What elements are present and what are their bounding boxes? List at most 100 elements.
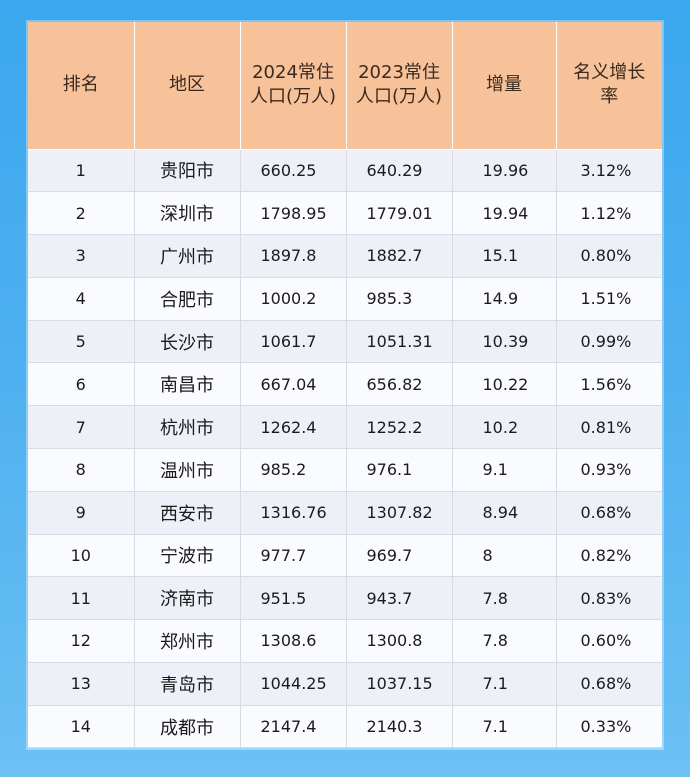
cell-city: 宁波市 (134, 534, 241, 578)
cell-rank: 7 (28, 405, 135, 449)
table-row: 7 杭州市 1262.4 1252.2 10.2 0.81% (28, 405, 662, 449)
cell-rank: 6 (28, 362, 135, 407)
cell-pop-2023: 943.7 (346, 576, 453, 621)
cell-growth-rate: 0.80% (556, 234, 662, 278)
cell-pop-2023: 1779.01 (346, 191, 453, 236)
table-row: 13 青岛市 1044.25 1037.15 7.1 0.68% (28, 662, 662, 706)
cell-rank: 8 (28, 448, 135, 492)
cell-city: 广州市 (134, 234, 241, 278)
cell-growth-rate: 0.68% (556, 491, 662, 535)
cell-city: 郑州市 (134, 619, 241, 663)
cell-rank: 9 (28, 491, 135, 535)
cell-growth-rate: 0.33% (556, 705, 662, 749)
header-growth-line1: 名义增长 (573, 62, 646, 84)
cell-increase: 10.2 (452, 405, 557, 449)
cell-increase: 10.39 (452, 320, 557, 364)
cell-increase: 8 (452, 534, 557, 578)
cell-rank: 11 (28, 576, 135, 621)
table-row: 11 济南市 951.5 943.7 7.8 0.83% (28, 576, 662, 621)
cell-rank: 10 (28, 534, 135, 578)
cell-growth-rate: 3.12% (556, 149, 662, 193)
header-pop-2024-line1: 2024常住 (252, 62, 334, 84)
cell-growth-rate: 0.83% (556, 576, 662, 621)
table-row: 10 宁波市 977.7 969.7 8 0.82% (28, 534, 662, 578)
table-row: 2 深圳市 1798.95 1779.01 19.94 1.12% (28, 191, 662, 236)
cell-pop-2023: 976.1 (346, 448, 453, 492)
cell-growth-rate: 0.81% (556, 405, 662, 449)
cell-city: 深圳市 (134, 191, 241, 236)
table-row: 12 郑州市 1308.6 1300.8 7.8 0.60% (28, 619, 662, 663)
header-growth-rate: 名义增长 率 (556, 22, 662, 150)
cell-city: 济南市 (134, 576, 241, 621)
cell-city: 贵阳市 (134, 149, 241, 193)
cell-pop-2024: 985.2 (240, 448, 347, 492)
table-row: 6 南昌市 667.04 656.82 10.22 1.56% (28, 362, 662, 407)
cell-increase: 14.9 (452, 277, 557, 321)
cell-pop-2023: 656.82 (346, 362, 453, 407)
cell-pop-2024: 1308.6 (240, 619, 347, 663)
cell-growth-rate: 0.60% (556, 619, 662, 663)
table-row: 9 西安市 1316.76 1307.82 8.94 0.68% (28, 491, 662, 535)
table-body: 1 贵阳市 660.25 640.29 19.96 3.12% 2 深圳市 1798.95 177… (28, 149, 662, 749)
header-increase: 增量 (452, 22, 557, 150)
cell-rank: 5 (28, 320, 135, 364)
cell-pop-2023: 1882.7 (346, 234, 453, 278)
cell-rank: 12 (28, 619, 135, 663)
header-rank: 排名 (28, 22, 135, 150)
cell-rank: 4 (28, 277, 135, 321)
cell-increase: 19.96 (452, 149, 557, 193)
cell-pop-2023: 1037.15 (346, 662, 453, 706)
table-row: 5 长沙市 1061.7 1051.31 10.39 0.99% (28, 320, 662, 364)
cell-pop-2024: 1061.7 (240, 320, 347, 364)
cell-pop-2023: 640.29 (346, 149, 453, 193)
cell-increase: 19.94 (452, 191, 557, 236)
cell-city: 西安市 (134, 491, 241, 535)
cell-city: 南昌市 (134, 362, 241, 407)
cell-increase: 10.22 (452, 362, 557, 407)
cell-pop-2024: 1044.25 (240, 662, 347, 706)
cell-rank: 1 (28, 149, 135, 193)
header-pop-2024: 2024常住 人口(万人) (240, 22, 347, 150)
cell-increase: 7.8 (452, 619, 557, 663)
cell-pop-2023: 1300.8 (346, 619, 453, 663)
cell-pop-2023: 969.7 (346, 534, 453, 578)
cell-rank: 13 (28, 662, 135, 706)
cell-city: 成都市 (134, 705, 241, 749)
table-row: 4 合肥市 1000.2 985.3 14.9 1.51% (28, 277, 662, 321)
population-table: 排名 地区 2024常住 人口(万人) 2023常住 人口(万人) 增量 名义增… (28, 22, 662, 749)
table-row: 1 贵阳市 660.25 640.29 19.96 3.12% (28, 149, 662, 193)
header-pop-2024-line2: 人口(万人) (249, 86, 337, 108)
cell-increase: 8.94 (452, 491, 557, 535)
cell-pop-2024: 1798.95 (240, 191, 347, 236)
cell-growth-rate: 0.99% (556, 320, 662, 364)
cell-growth-rate: 0.68% (556, 662, 662, 706)
population-table-card: 排名 地区 2024常住 人口(万人) 2023常住 人口(万人) 增量 名义增… (28, 22, 662, 749)
cell-growth-rate: 1.56% (556, 362, 662, 407)
cell-rank: 2 (28, 191, 135, 236)
cell-pop-2024: 1316.76 (240, 491, 347, 535)
cell-city: 长沙市 (134, 320, 241, 364)
cell-increase: 9.1 (452, 448, 557, 492)
cell-city: 合肥市 (134, 277, 241, 321)
cell-city: 温州市 (134, 448, 241, 492)
table-row: 3 广州市 1897.8 1882.7 15.1 0.80% (28, 234, 662, 278)
cell-pop-2023: 2140.3 (346, 705, 453, 749)
cell-city: 杭州市 (134, 405, 241, 449)
cell-increase: 15.1 (452, 234, 557, 278)
header-pop-2023-line1: 2023常住 (358, 62, 440, 84)
header-growth-line2: 率 (600, 86, 619, 108)
table-row: 14 成都市 2147.4 2140.3 7.1 0.33% (28, 705, 662, 749)
cell-rank: 14 (28, 705, 135, 749)
cell-pop-2024: 1000.2 (240, 277, 347, 321)
cell-growth-rate: 1.12% (556, 191, 662, 236)
header-pop-2023: 2023常住 人口(万人) (346, 22, 453, 150)
cell-rank: 3 (28, 234, 135, 278)
cell-pop-2023: 1307.82 (346, 491, 453, 535)
cell-growth-rate: 0.82% (556, 534, 662, 578)
cell-pop-2024: 977.7 (240, 534, 347, 578)
cell-pop-2024: 951.5 (240, 576, 347, 621)
cell-increase: 7.8 (452, 576, 557, 621)
cell-city: 青岛市 (134, 662, 241, 706)
cell-growth-rate: 0.93% (556, 448, 662, 492)
cell-pop-2024: 1262.4 (240, 405, 347, 449)
